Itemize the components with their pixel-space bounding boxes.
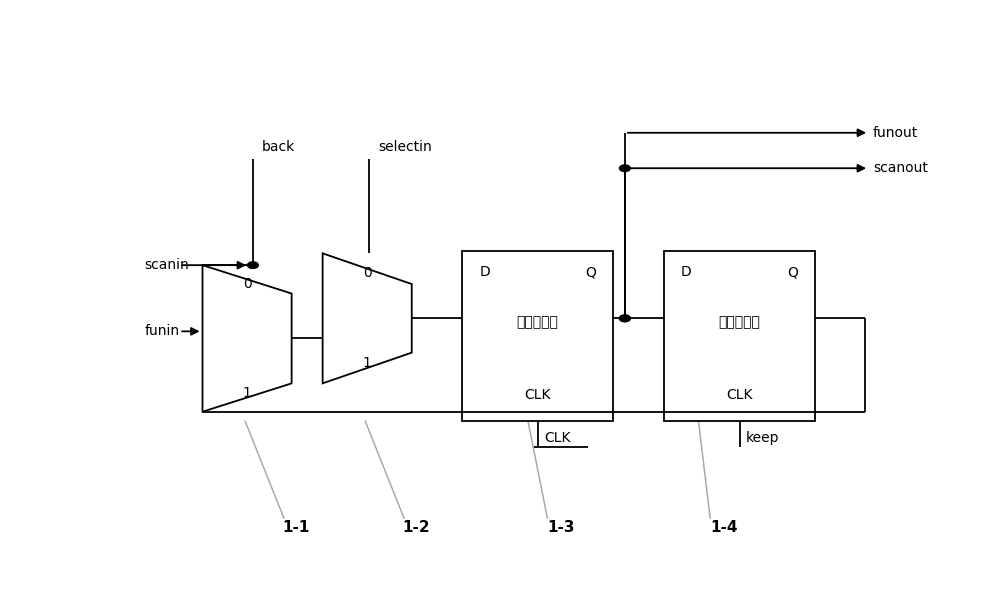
Text: back: back (262, 140, 295, 154)
Text: 第一触发器: 第一触发器 (517, 315, 559, 329)
Text: 1-1: 1-1 (282, 521, 309, 535)
Text: CLK: CLK (524, 388, 551, 402)
Text: 0: 0 (243, 277, 251, 291)
Text: selectin: selectin (378, 140, 432, 154)
Circle shape (619, 315, 630, 322)
Bar (462, 251, 613, 421)
Text: 1-4: 1-4 (710, 521, 738, 535)
Text: funout: funout (873, 126, 918, 140)
Text: scanout: scanout (873, 161, 928, 175)
Polygon shape (202, 265, 292, 412)
Text: CLK: CLK (544, 431, 571, 445)
Polygon shape (323, 254, 412, 383)
Text: D: D (479, 265, 490, 279)
Text: keep: keep (746, 431, 779, 445)
Circle shape (619, 165, 630, 171)
Text: 0: 0 (363, 266, 372, 281)
Circle shape (619, 315, 630, 322)
Text: 1: 1 (363, 356, 372, 370)
Text: 1-3: 1-3 (548, 521, 575, 535)
Text: 1: 1 (243, 386, 252, 400)
Circle shape (247, 262, 258, 268)
Text: funin: funin (144, 324, 180, 338)
Text: Q: Q (787, 265, 798, 279)
Text: scanin: scanin (144, 258, 189, 272)
Text: CLK: CLK (726, 388, 752, 402)
Text: 1-2: 1-2 (402, 521, 429, 535)
Bar (664, 251, 815, 421)
Text: D: D (681, 265, 691, 279)
Text: 第二触发器: 第二触发器 (718, 315, 760, 329)
Text: Q: Q (585, 265, 596, 279)
